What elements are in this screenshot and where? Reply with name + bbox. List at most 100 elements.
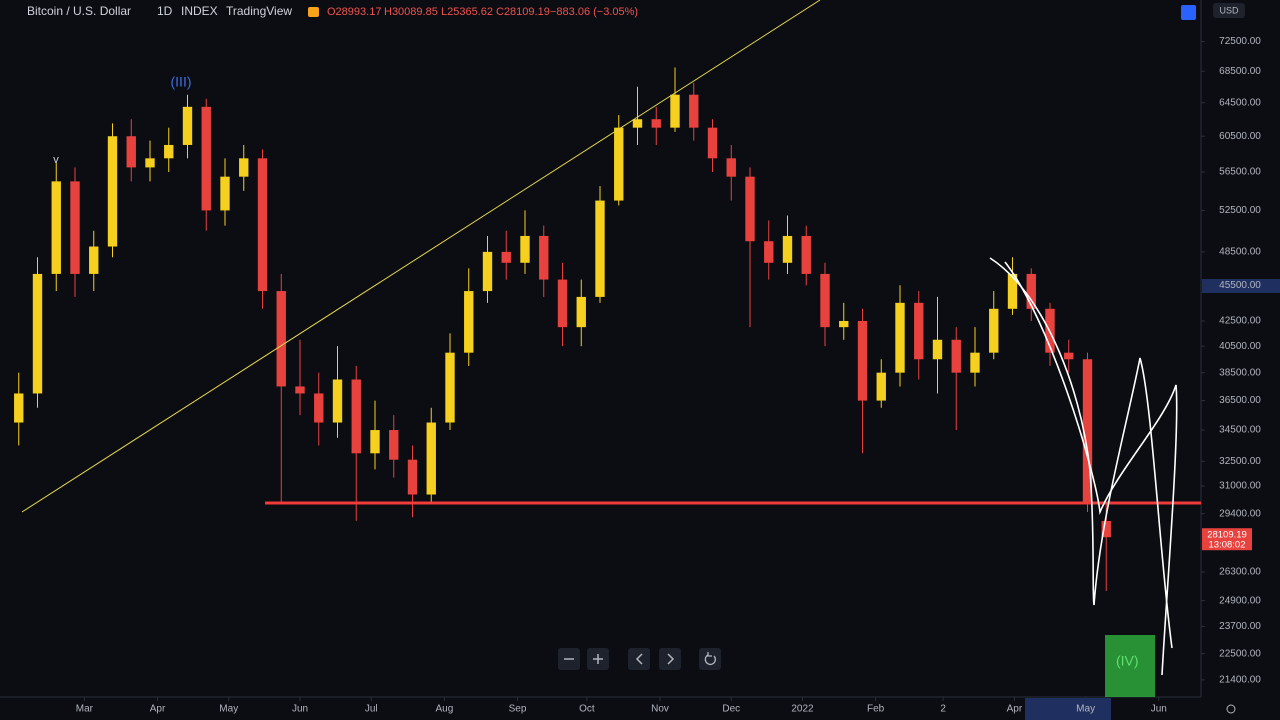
y-tick-label: 32500.00 <box>1219 456 1261 467</box>
candle-body <box>70 181 80 274</box>
price-tag <box>1202 528 1252 551</box>
candle-body <box>1064 352 1074 360</box>
candle-body <box>370 430 380 454</box>
sync-button[interactable] <box>1181 5 1196 20</box>
trend-line <box>21 0 821 513</box>
y-tick-label: 52500.00 <box>1219 205 1261 216</box>
x-tick-label: 2022 <box>791 704 814 715</box>
wave-label: v <box>53 154 59 166</box>
candle-body <box>295 386 305 394</box>
y-tick-label: 68500.00 <box>1219 66 1261 77</box>
candle-body <box>932 339 943 360</box>
x-tick-label: Jul <box>365 704 378 715</box>
candle-body <box>501 251 511 263</box>
close-value: C28109.19 <box>496 6 550 18</box>
candle-body <box>539 235 549 280</box>
candle-body <box>707 127 718 159</box>
header: Bitcoin / U.S. Dollar 1D INDEX TradingVi… <box>27 4 638 18</box>
y-tick-label: 24900.00 <box>1219 595 1261 606</box>
y-tick-label: 26300.00 <box>1219 567 1261 578</box>
exchange: INDEX <box>181 4 218 18</box>
candle-body <box>576 296 586 328</box>
candle-body <box>426 422 436 495</box>
y-tick-label: 34500.00 <box>1219 425 1261 436</box>
x-tick-label: Apr <box>150 704 166 715</box>
x-tick-label: Jun <box>1151 704 1167 715</box>
candle-body <box>314 393 324 423</box>
wave-label: (III) <box>171 74 192 90</box>
scroll-left-button[interactable] <box>628 648 650 670</box>
y-tick-label: 56500.00 <box>1219 167 1261 178</box>
y-tick-label: 36500.00 <box>1219 395 1261 406</box>
x-tick-label: Feb <box>867 704 885 715</box>
axis-highlight <box>1202 279 1280 293</box>
currency-button[interactable] <box>1213 3 1245 18</box>
flag-icon[interactable] <box>308 7 319 17</box>
candle-body <box>951 339 961 373</box>
candle-body <box>407 459 418 495</box>
low-value: L25365.62 <box>441 6 493 18</box>
candle-body <box>89 246 99 274</box>
x-tick-label: Jun <box>292 704 308 715</box>
candle-body <box>782 235 793 263</box>
candle-body <box>482 251 493 292</box>
x-tick-label: Mar <box>76 704 94 715</box>
candle-body <box>651 119 661 128</box>
candle-body <box>689 94 699 128</box>
wave-box <box>1105 635 1155 697</box>
zoom-in-icon <box>593 654 603 664</box>
time-highlight <box>1025 698 1111 720</box>
candle-body <box>1101 521 1111 538</box>
y-tick-label: 38500.00 <box>1219 367 1261 378</box>
settings-button[interactable] <box>1226 704 1236 714</box>
price-tag-label: 28109.19 <box>1207 530 1247 541</box>
left-icon <box>635 653 643 665</box>
symbol: Bitcoin / U.S. Dollar <box>27 4 131 18</box>
candle-body <box>445 352 455 423</box>
x-tick-label: Nov <box>651 704 669 715</box>
x-tick-label: Dec <box>722 704 740 715</box>
y-tick-label: 22500.00 <box>1219 648 1261 659</box>
candle-body <box>126 136 136 168</box>
candle-body <box>239 158 249 177</box>
candle-body <box>182 106 193 145</box>
y-tick-label: 48500.00 <box>1219 247 1261 258</box>
y-tick-label: 72500.00 <box>1219 36 1261 47</box>
countdown-label: 13:08:02 <box>1209 540 1246 551</box>
y-tick-label: 40500.00 <box>1219 341 1261 352</box>
y-tick-label: 21400.00 <box>1219 675 1261 686</box>
x-tick-label: Apr <box>1007 704 1023 715</box>
candle-body <box>14 393 24 423</box>
candle-body <box>970 352 980 373</box>
candle-body <box>1082 359 1093 504</box>
wave-label: (IV) <box>1116 653 1139 669</box>
candle-body <box>351 379 361 454</box>
candle-body <box>839 320 849 328</box>
y-tick-label: 64500.00 <box>1219 97 1261 108</box>
right-icon <box>667 653 675 665</box>
candle-body <box>857 320 868 401</box>
candle-body <box>670 94 680 128</box>
y-tick-label: 45500.00 <box>1219 280 1261 291</box>
y-tick-label: 60500.00 <box>1219 131 1261 142</box>
candle-body <box>276 291 286 387</box>
candle-body <box>464 291 474 353</box>
scroll-right-button[interactable] <box>659 648 681 670</box>
x-tick-label: Oct <box>579 704 595 715</box>
x-tick-label: 2 <box>940 704 946 715</box>
change-value: −883.06 (−3.05%) <box>550 6 638 18</box>
y-tick-label: 31000.00 <box>1219 481 1261 492</box>
candle-body <box>520 235 530 263</box>
candle-body <box>745 176 755 242</box>
candle-body <box>914 302 924 360</box>
reset-icon <box>704 652 716 665</box>
currency-label: USD <box>1219 5 1239 15</box>
open-value: O28993.17 <box>327 6 381 18</box>
candle-body <box>257 158 268 292</box>
x-tick-label: Aug <box>435 704 453 715</box>
candle-body <box>145 158 155 168</box>
reset-button[interactable] <box>699 648 721 670</box>
candle-body <box>595 200 605 297</box>
candle-body <box>389 430 399 460</box>
candle-body <box>1007 273 1018 309</box>
